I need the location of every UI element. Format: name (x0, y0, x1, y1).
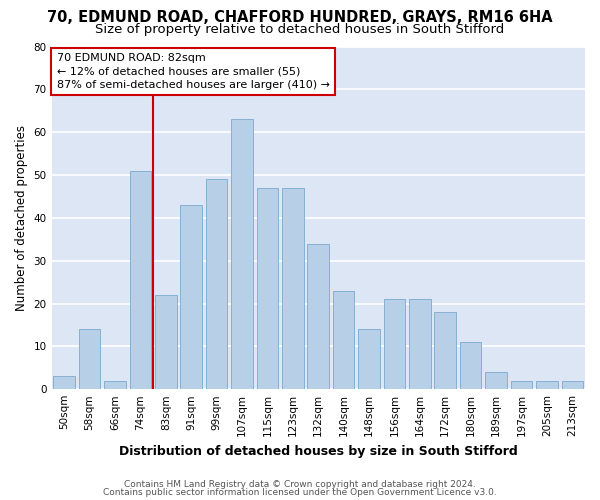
Bar (155, 295, 176, 389)
Bar (307, 244, 329, 389)
X-axis label: Distribution of detached houses by size in South Stifford: Distribution of detached houses by size … (119, 444, 518, 458)
Bar (511, 380, 532, 389)
Bar (383, 299, 405, 389)
Bar (485, 372, 507, 389)
Bar (460, 342, 481, 389)
Bar (333, 290, 355, 389)
Text: Size of property relative to detached houses in South Stifford: Size of property relative to detached ho… (95, 22, 505, 36)
Bar (257, 188, 278, 389)
Bar (181, 205, 202, 389)
Text: Contains public sector information licensed under the Open Government Licence v3: Contains public sector information licen… (103, 488, 497, 497)
Text: Contains HM Land Registry data © Crown copyright and database right 2024.: Contains HM Land Registry data © Crown c… (124, 480, 476, 489)
Bar (79, 329, 100, 389)
Bar (358, 329, 380, 389)
Bar (206, 180, 227, 389)
Bar (53, 376, 75, 389)
Text: 70, EDMUND ROAD, CHAFFORD HUNDRED, GRAYS, RM16 6HA: 70, EDMUND ROAD, CHAFFORD HUNDRED, GRAYS… (47, 10, 553, 25)
Y-axis label: Number of detached properties: Number of detached properties (15, 125, 28, 311)
Bar (434, 312, 456, 389)
Bar (282, 188, 304, 389)
Bar (231, 120, 253, 389)
Text: 70 EDMUND ROAD: 82sqm
← 12% of detached houses are smaller (55)
87% of semi-deta: 70 EDMUND ROAD: 82sqm ← 12% of detached … (57, 54, 330, 90)
Bar (536, 380, 557, 389)
Bar (104, 380, 126, 389)
Bar (409, 299, 431, 389)
Bar (562, 380, 583, 389)
Bar (130, 170, 151, 389)
